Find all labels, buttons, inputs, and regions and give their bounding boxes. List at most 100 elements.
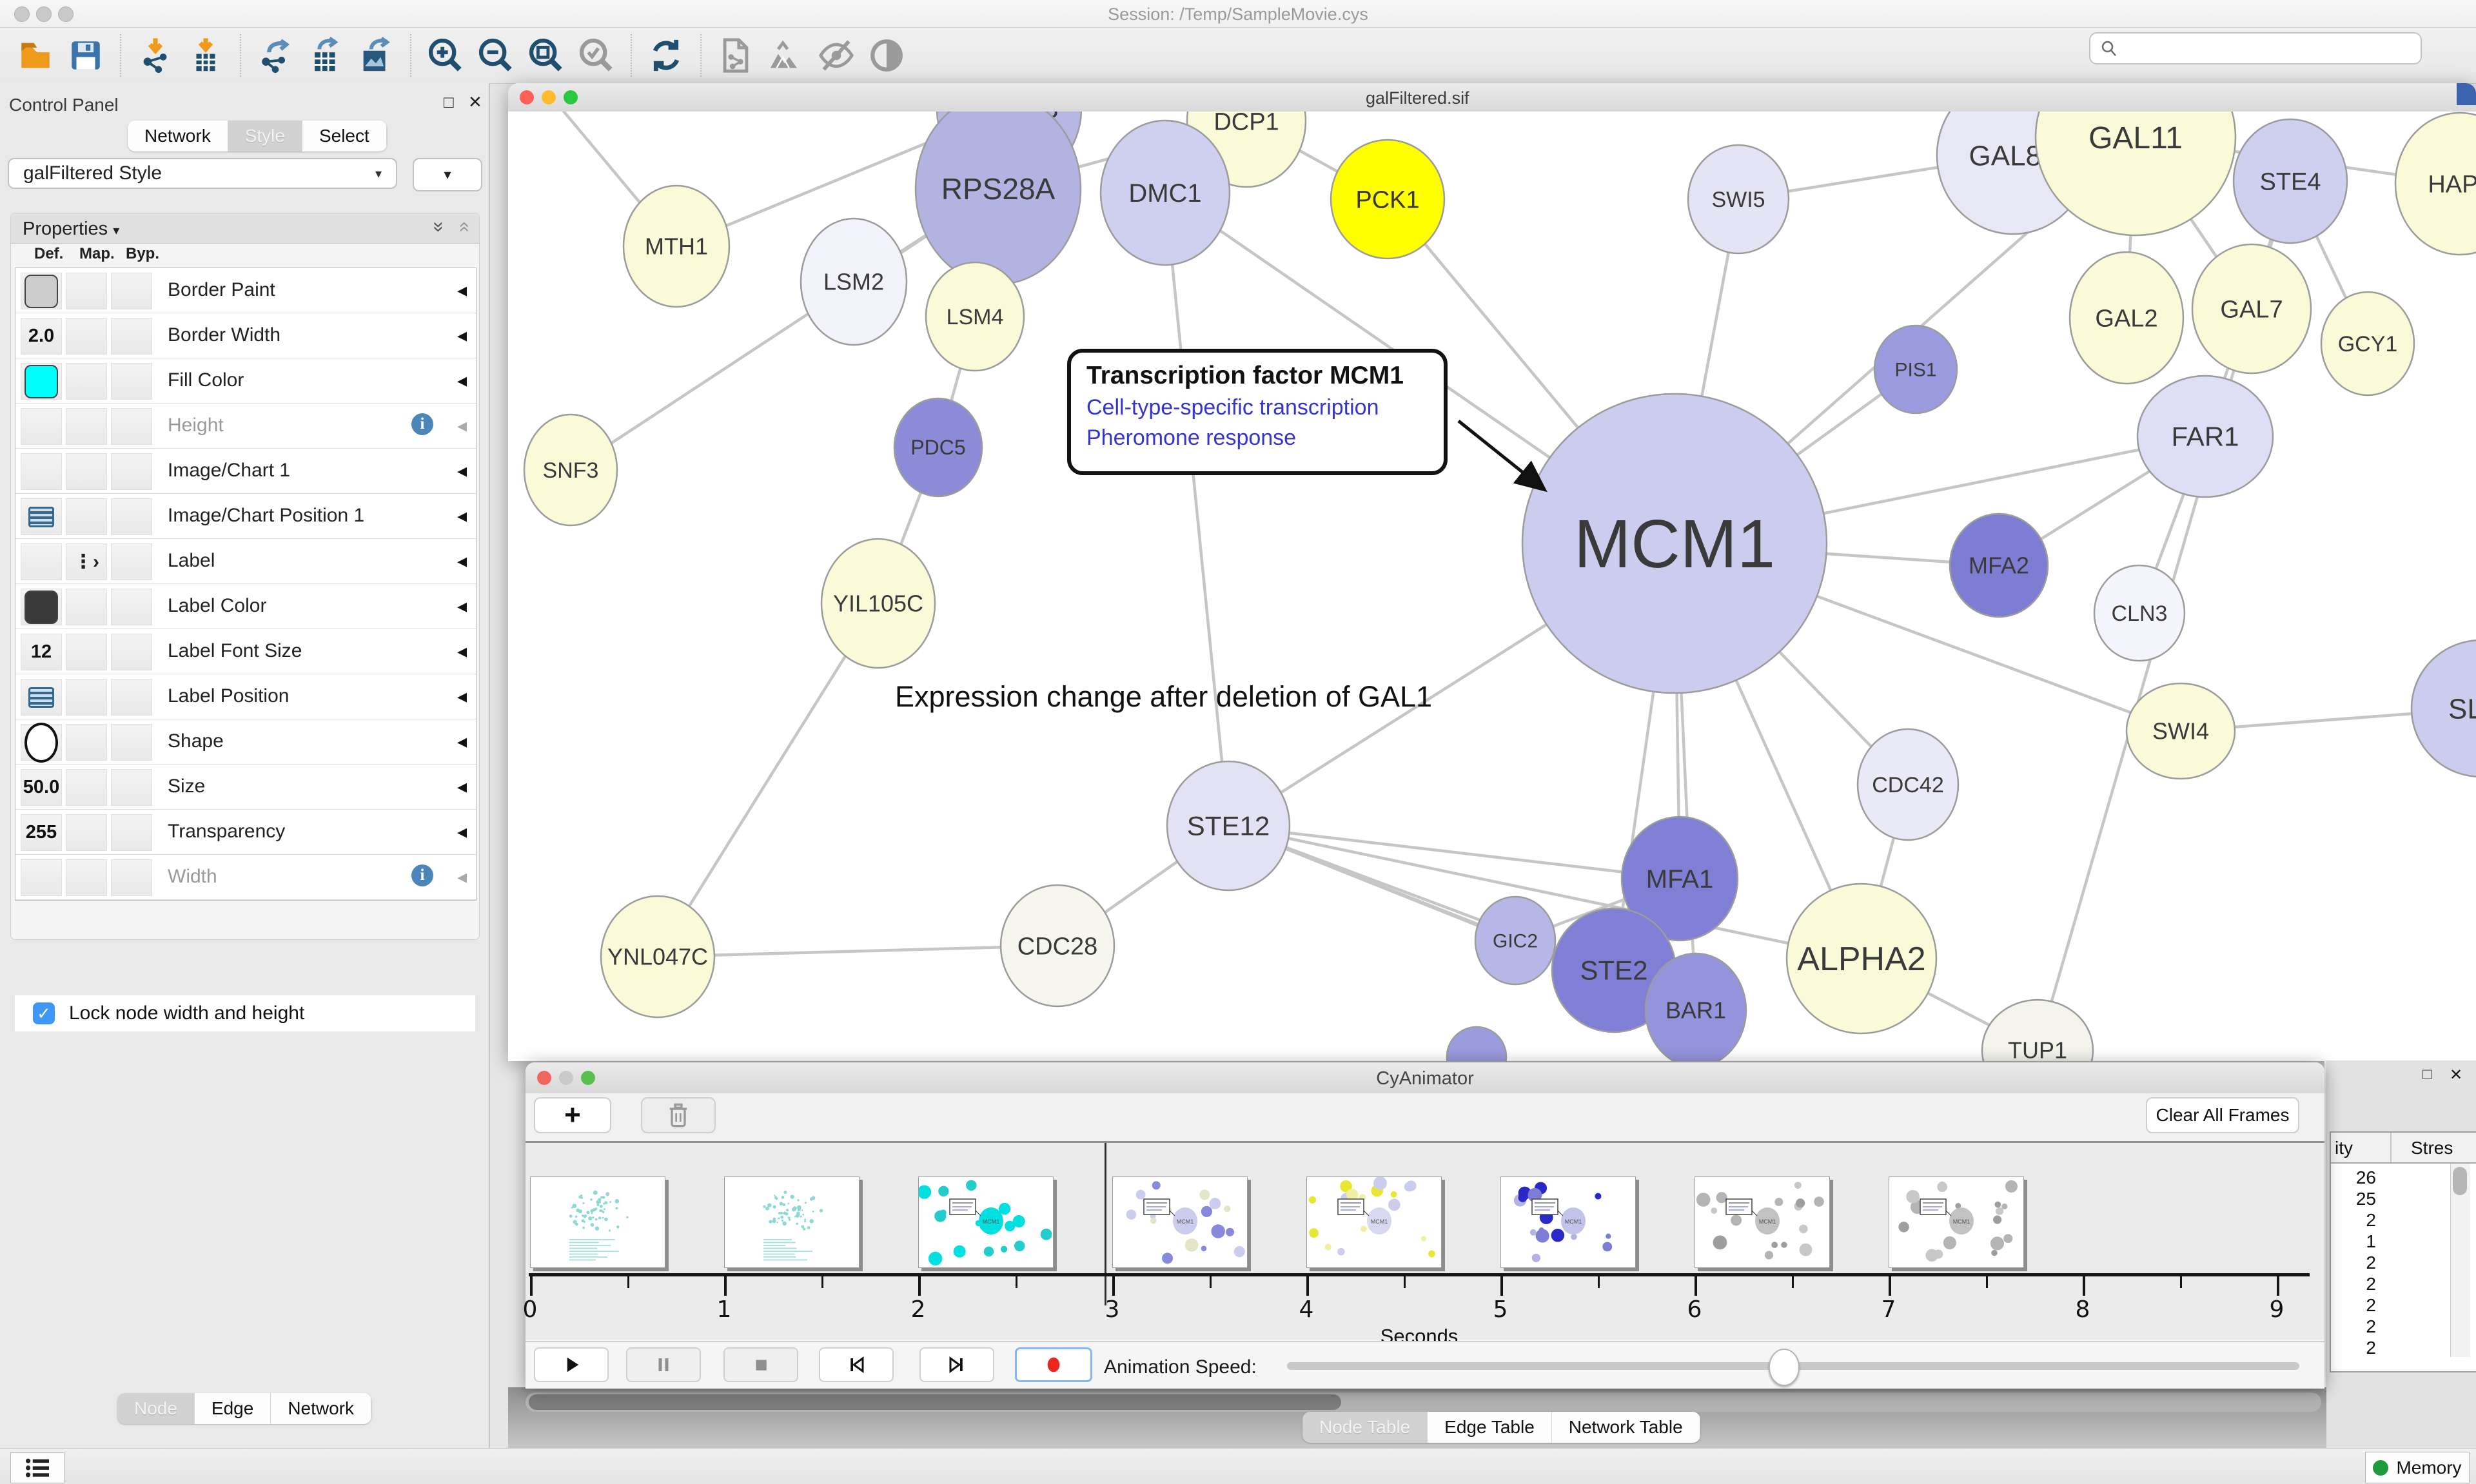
- float-panel-icon[interactable]: □: [444, 92, 454, 112]
- expand-row-icon[interactable]: ◂: [457, 596, 467, 617]
- node-lsm2[interactable]: LSM2: [800, 217, 908, 346]
- export-network-button[interactable]: [250, 32, 300, 79]
- node-cdc42[interactable]: CDC42: [1856, 728, 1960, 841]
- table-vertical-scrollbar[interactable]: [2450, 1164, 2470, 1357]
- minimize-traffic-light[interactable]: [36, 6, 52, 22]
- expand-row-icon[interactable]: ◂: [457, 460, 467, 482]
- expand-row-icon[interactable]: ◂: [457, 370, 467, 391]
- expand-row-icon[interactable]: ◂: [457, 731, 467, 752]
- import-table-button[interactable]: [181, 32, 231, 79]
- memory-button[interactable]: Memory: [2365, 1452, 2470, 1483]
- table-value[interactable]: 2: [2366, 1316, 2376, 1336]
- default-cell[interactable]: [21, 273, 62, 309]
- expand-all-icon[interactable]: »: [428, 221, 450, 233]
- frame-thumbnail-7[interactable]: MCM1: [1889, 1176, 2024, 1268]
- tab-select[interactable]: Select: [302, 121, 387, 151]
- node-alpha2[interactable]: ALPHA2: [1785, 883, 1938, 1035]
- mapping-cell[interactable]: [66, 408, 107, 445]
- animation-speed-knob[interactable]: [1769, 1349, 1800, 1386]
- network-canvas[interactable]: RPS28BDCP1RPS28ADMC1PCK1SWI5GAL80GAL11ST…: [508, 112, 2476, 1061]
- zoom-out-button[interactable]: [471, 32, 521, 79]
- column-header[interactable]: ity: [2335, 1138, 2353, 1158]
- info-icon[interactable]: i: [411, 864, 433, 886]
- mapping-cell[interactable]: [66, 453, 107, 490]
- node-mfa2[interactable]: MFA2: [1949, 513, 2049, 618]
- expand-row-icon[interactable]: ◂: [457, 280, 467, 301]
- node-lsm4[interactable]: LSM4: [925, 261, 1025, 372]
- bypass-cell[interactable]: [111, 724, 152, 761]
- close-panel-icon[interactable]: ✕: [2450, 1066, 2463, 1084]
- hide-graphics-details-button[interactable]: [811, 32, 861, 79]
- bypass-cell[interactable]: [111, 589, 152, 625]
- mapping-cell[interactable]: [66, 498, 107, 535]
- default-cell[interactable]: [21, 363, 62, 400]
- node-bar1[interactable]: BAR1: [1644, 952, 1747, 1061]
- node-pck1[interactable]: PCK1: [1330, 139, 1446, 260]
- tab-style[interactable]: Style: [228, 121, 302, 151]
- bypass-cell[interactable]: [111, 543, 152, 580]
- lock-size-row[interactable]: ✓ Lock node width and height: [15, 995, 475, 1031]
- expand-row-icon[interactable]: ◂: [457, 551, 467, 572]
- mapping-cell[interactable]: [66, 363, 107, 400]
- style-selector[interactable]: galFiltered Style ▾: [8, 158, 397, 189]
- node-pdc5[interactable]: PDC5: [893, 397, 983, 498]
- birds-eye-view-button[interactable]: [861, 32, 912, 79]
- expand-row-icon[interactable]: ◂: [457, 821, 467, 843]
- expand-row-icon[interactable]: ◂: [457, 686, 467, 707]
- properties-header[interactable]: Properties ▾ » »: [11, 213, 479, 244]
- close-traffic-light[interactable]: [14, 6, 30, 22]
- property-row-label[interactable]: ⋮› Label ◂: [15, 539, 476, 584]
- node-gal7[interactable]: GAL7: [2191, 243, 2312, 375]
- node-nodeb[interactable]: [1446, 1026, 1508, 1061]
- tab-edge[interactable]: Edge: [194, 1393, 271, 1424]
- info-icon[interactable]: i: [411, 413, 433, 435]
- property-row-label-position[interactable]: Label Position ◂: [15, 674, 476, 719]
- zoom-fit-button[interactable]: [521, 32, 571, 79]
- minimize-traffic-light[interactable]: [542, 90, 556, 104]
- open-session-button[interactable]: [10, 32, 61, 79]
- node-gcy1[interactable]: GCY1: [2320, 291, 2415, 396]
- tab-edge-table[interactable]: Edge Table: [1428, 1412, 1552, 1443]
- mapping-cell[interactable]: [66, 589, 107, 625]
- frame-thumbnail-3[interactable]: MCM1: [1112, 1176, 1248, 1268]
- tab-network[interactable]: Network: [128, 121, 228, 151]
- default-value-swatch[interactable]: [25, 364, 58, 398]
- default-cell[interactable]: [21, 679, 62, 716]
- expand-row-icon[interactable]: ◂: [457, 415, 467, 436]
- property-row-size[interactable]: 50.0 Size ◂: [15, 765, 476, 810]
- go-to-end-button[interactable]: [919, 1347, 994, 1382]
- tab-node-table[interactable]: Node Table: [1302, 1412, 1428, 1443]
- node-gic2[interactable]: GIC2: [1474, 895, 1557, 986]
- node-gal2[interactable]: GAL2: [2068, 251, 2185, 385]
- expand-row-icon[interactable]: ◂: [457, 776, 467, 797]
- table-value[interactable]: 2: [2366, 1274, 2376, 1294]
- network-file-button[interactable]: [711, 32, 761, 79]
- table-value[interactable]: 25: [2355, 1189, 2376, 1209]
- column-header[interactable]: Stres: [2411, 1138, 2453, 1158]
- minimize-traffic-light[interactable]: [559, 1071, 573, 1085]
- play-button[interactable]: [534, 1347, 609, 1382]
- default-value-swatch[interactable]: [25, 274, 58, 308]
- node-yil105c[interactable]: YIL105C: [820, 538, 936, 669]
- style-options-button[interactable]: ▾: [413, 158, 482, 191]
- bypass-cell[interactable]: [111, 498, 152, 535]
- export-image-button[interactable]: [351, 32, 401, 79]
- table-value[interactable]: 2: [2366, 1295, 2376, 1315]
- node-mcm1[interactable]: MCM1: [1521, 393, 1828, 694]
- tab-network-table[interactable]: Network Table: [1551, 1412, 1700, 1443]
- default-cell[interactable]: 12: [21, 634, 62, 670]
- network-titlebar[interactable]: galFiltered.sif: [508, 83, 2476, 112]
- default-cell[interactable]: [21, 543, 62, 580]
- default-value-swatch[interactable]: [25, 590, 58, 624]
- timeline-playhead[interactable]: [1104, 1143, 1106, 1305]
- record-button[interactable]: [1015, 1347, 1092, 1382]
- bypass-cell[interactable]: [111, 363, 152, 400]
- close-panel-icon[interactable]: ✕: [468, 92, 482, 112]
- default-cell[interactable]: [21, 722, 62, 763]
- node-dmc1[interactable]: DMC1: [1099, 119, 1231, 266]
- property-row-transparency[interactable]: 255 Transparency ◂: [15, 810, 476, 855]
- cyanimator-titlebar[interactable]: CyAnimator: [526, 1062, 2324, 1094]
- default-value[interactable]: 12: [30, 641, 52, 662]
- node-hap2[interactable]: HAP2: [2394, 112, 2476, 256]
- frame-thumbnail-2[interactable]: MCM1: [917, 1176, 1054, 1268]
